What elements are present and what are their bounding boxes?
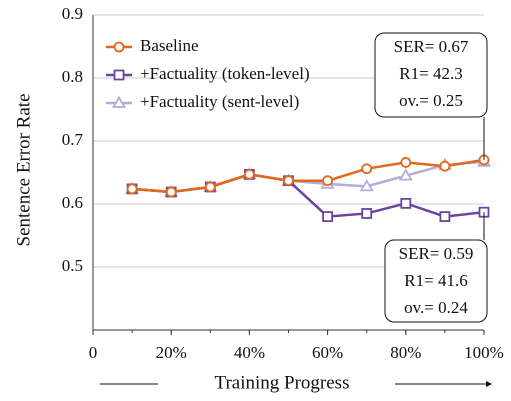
legend-label: +Factuality (sent-level): [140, 92, 299, 111]
legend-label: Baseline: [140, 36, 199, 55]
annotation-box: [374, 32, 488, 118]
x-axis-label: Training Progress: [215, 372, 350, 393]
marker: [361, 163, 373, 175]
marker: [113, 69, 125, 81]
x-tick-label: 0: [89, 343, 98, 362]
marker: [439, 211, 451, 223]
annotation-text: ov.= 0.24: [404, 298, 468, 317]
marker: [111, 95, 127, 108]
annotation-text: SER= 0.59: [399, 244, 474, 263]
marker: [439, 160, 451, 172]
marker: [359, 179, 374, 192]
annotation-text: ov.= 0.25: [399, 91, 463, 110]
marker: [204, 181, 216, 193]
y-tick-label: 0.9: [62, 4, 83, 23]
x-tick-label: 20%: [156, 343, 187, 362]
y-tick-label: 0.8: [62, 67, 83, 86]
marker: [322, 211, 334, 223]
marker: [165, 186, 177, 198]
x-tick-label: 80%: [390, 343, 421, 362]
x-tick-label: 40%: [234, 343, 265, 362]
marker: [322, 175, 334, 187]
y-tick-label: 0.5: [62, 256, 83, 275]
annotation-text: R1= 42.3: [399, 64, 462, 83]
marker: [243, 168, 255, 180]
marker: [361, 208, 373, 219]
legend-label: +Factuality (token-level): [140, 64, 310, 83]
arrow-head: [486, 381, 492, 387]
marker: [283, 175, 294, 187]
annotation-text: R1= 41.6: [404, 271, 467, 290]
marker: [126, 183, 138, 195]
annotation-text: SER= 0.67: [394, 37, 469, 56]
marker: [400, 157, 412, 168]
y-axis-label: Sentence Error Rate: [13, 94, 34, 247]
y-tick-label: 0.6: [62, 193, 83, 212]
marker: [400, 197, 412, 209]
series-line: [131, 158, 485, 194]
x-tick-label: 100%: [464, 343, 504, 362]
annotation-box: [384, 239, 488, 323]
series-line: [131, 160, 485, 194]
marker: [113, 41, 125, 53]
y-tick-label: 0.7: [62, 130, 84, 149]
marker: [398, 168, 413, 181]
x-tick-label: 60%: [312, 343, 343, 362]
